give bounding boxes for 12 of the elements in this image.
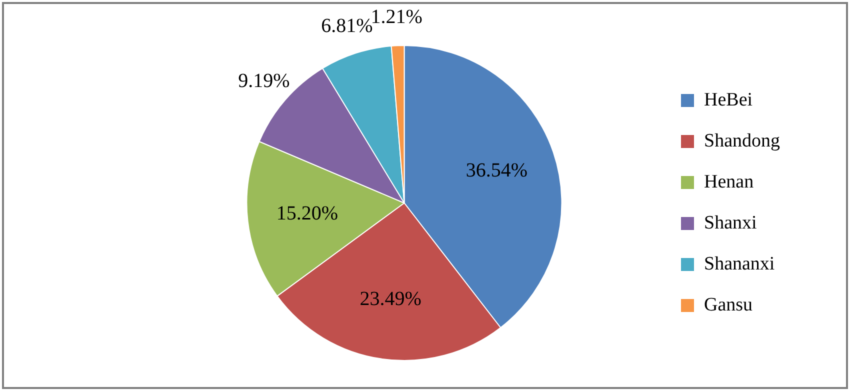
- data-label: 36.54%: [466, 160, 528, 182]
- data-label: 9.19%: [238, 70, 290, 92]
- data-label: 6.81%: [321, 14, 373, 37]
- legend-label: Shananxi: [704, 253, 775, 274]
- legend-label: Shanxi: [704, 212, 757, 234]
- legend-label: Henan: [704, 171, 754, 192]
- data-label: 15.20%: [276, 202, 338, 225]
- data-label: 1.21%: [370, 6, 422, 28]
- legend-label: HeBei: [704, 89, 753, 110]
- legend-label: Shandong: [704, 130, 780, 152]
- data-label: 23.49%: [360, 288, 422, 310]
- legend-label: Gansu: [704, 294, 754, 316]
